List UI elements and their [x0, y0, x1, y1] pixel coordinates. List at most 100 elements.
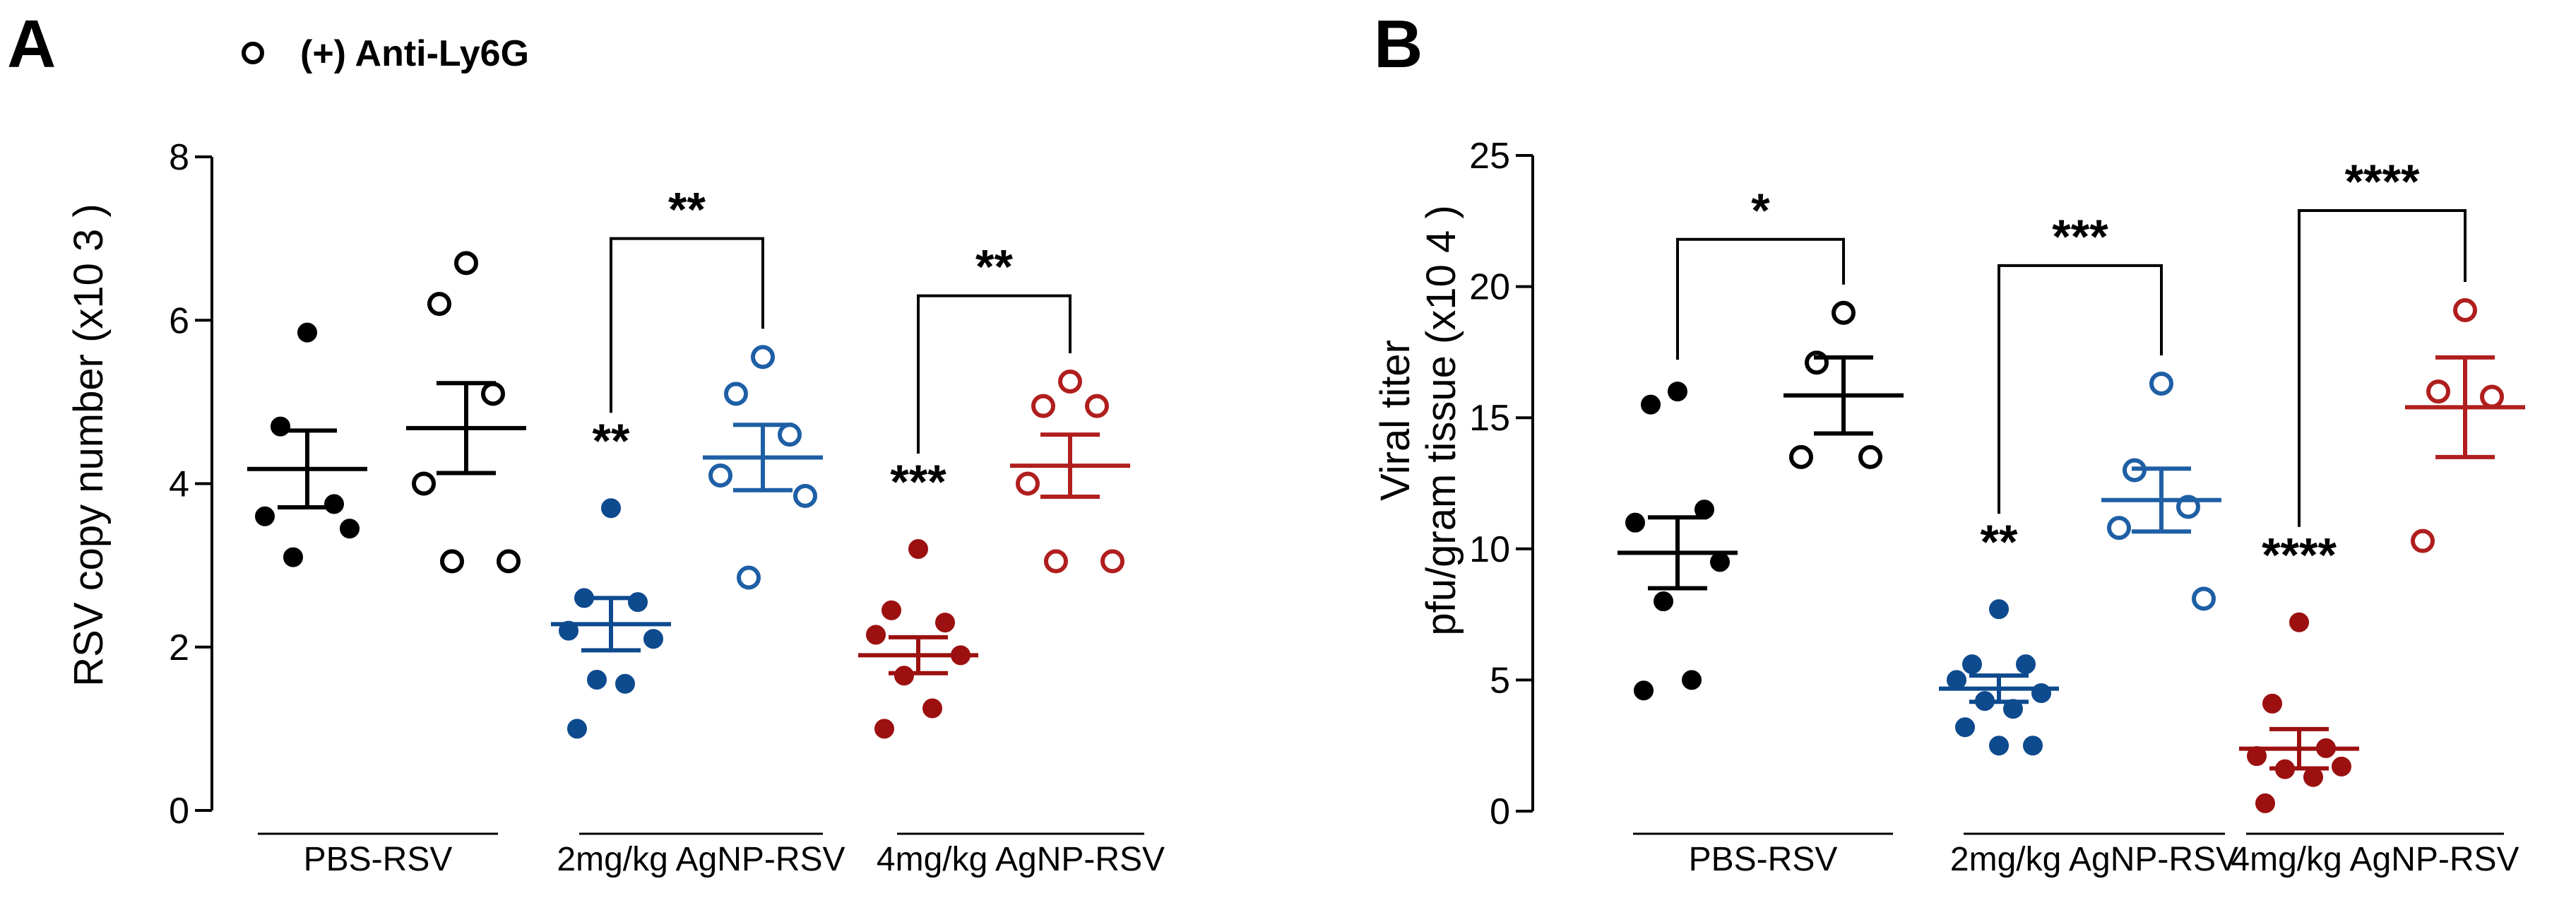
y-axis-label-b-line1: Viral titer [1372, 340, 1418, 501]
chart-a-y-tick-label: 8 [169, 137, 189, 178]
chart-b-data-point [2332, 756, 2351, 777]
legend: (+) Anti-Ly6G [242, 33, 529, 74]
chart-a-data-point [481, 382, 505, 406]
chart-b-data-point [2255, 793, 2275, 813]
chart-b-group-label: PBS-RSV [1689, 841, 1838, 878]
chart-a-data-point [283, 547, 303, 567]
chart-a-data-point [454, 251, 478, 276]
chart-a-data-point [866, 625, 886, 645]
chart-b-data-point [1947, 670, 1966, 690]
legend-open-circle-marker [242, 42, 264, 64]
chart-a-data-point [1058, 369, 1082, 394]
y-axis-label-b-line2: pfu/gram tissue (x10 4 ) [1418, 205, 1464, 635]
chart-b-significance-label: * [1751, 184, 1770, 237]
static-layer: A B (+) Anti-Ly6G RSV copy number (x10 3… [7, 6, 1464, 687]
chart-a-data-point [271, 416, 290, 437]
chart-b-data-point [2149, 371, 2173, 396]
chart-b-y-tick-label: 0 [1490, 791, 1510, 832]
legend-label: (+) Anti-Ly6G [300, 33, 529, 74]
chart-b-data-point [2303, 767, 2323, 787]
chart-b-data-point [1654, 591, 1673, 612]
chart-a-data-point [778, 423, 802, 447]
chart-b-data-point [2192, 586, 2216, 611]
chart-b-data-point [2023, 736, 2043, 756]
chart-b-y-tick-label: 15 [1469, 398, 1510, 439]
chart-a-data-point [1100, 549, 1124, 574]
chart-b-significance-label: ** [1981, 515, 2018, 569]
chart-b-data-point [2107, 516, 2131, 541]
chart-b-data-point [1668, 382, 1687, 402]
chart-a-data-point [1044, 549, 1068, 574]
chart-a-data-point [894, 666, 914, 686]
chart-a-data-point [615, 673, 635, 694]
chart-a-group-label: 4mg/kg AgNP-RSV [877, 841, 1165, 878]
chart-b-significance-bracket [2298, 208, 2467, 527]
chart-a-data-point [255, 506, 275, 526]
plot-a: 0 2 4 6 8 PBS-RSV 2mg/kg AgNP-RSV 4mg/kg AgNP-R… [169, 137, 1165, 878]
chart-a-group-label: 2mg/kg AgNP-RSV [557, 841, 845, 878]
chart-b-data-point [2262, 693, 2282, 714]
chart-b-data-point [2453, 298, 2477, 323]
chart-a-significance-label: ** [668, 183, 706, 237]
chart-b-data-point [2411, 529, 2435, 553]
chart-a-data-point [922, 698, 942, 719]
chart-a-data-point [708, 463, 732, 488]
chart-a-y-tick-label: 2 [169, 627, 189, 668]
chart-a-data-point [793, 483, 817, 508]
chart-a-data-point [724, 382, 748, 406]
chart-b-y-tick-label: 20 [1469, 267, 1510, 308]
chart-a-significance-label: *** [890, 455, 946, 509]
chart-b-data-point [1858, 444, 1882, 469]
chart-a-data-point [440, 549, 464, 574]
chart-a-significance-bracket [917, 294, 1072, 454]
chart-a-significance-label: ** [975, 240, 1013, 294]
chart-a-data-point [427, 292, 451, 317]
chart-b-data-point [1634, 680, 1654, 701]
chart-b-data-point [1962, 654, 1982, 675]
chart-a-data-point [935, 613, 955, 633]
chart-a-significance-bracket [610, 237, 764, 413]
chart-a-data-point [587, 670, 607, 690]
chart-a-data-point [1016, 471, 1040, 496]
chart-a-data-point [601, 498, 621, 519]
chart-a-data-point [737, 565, 761, 590]
chart-a-data-point [340, 519, 360, 539]
chart-b-data-point [1789, 444, 1813, 469]
chart-b-significance-bracket [1998, 264, 2163, 514]
chart-b-data-point [1832, 300, 1856, 325]
chart-a-data-point [751, 345, 775, 370]
chart-a-data-point [297, 322, 317, 343]
chart-a-data-point [412, 471, 436, 496]
chart-a-y-tick-label: 0 [169, 791, 189, 832]
chart-b-data-point [1989, 599, 2009, 620]
panel-letter-b: B [1374, 6, 1423, 82]
chart-b-data-point [2289, 612, 2309, 632]
chart-b-data-point [2426, 379, 2450, 404]
chart-a-data-point [1085, 394, 1109, 418]
chart-b-y-tick-label: 5 [1490, 660, 1510, 701]
chart-b-y-tick-label: 25 [1469, 136, 1510, 177]
chart-a-data-point [567, 719, 587, 739]
chart-b-data-point [1682, 670, 1702, 690]
chart-a-significance-label: ** [593, 414, 630, 468]
chart-b-significance-bracket [1676, 237, 1845, 360]
chart-b-group-label: 2mg/kg AgNP-RSV [1950, 841, 2238, 878]
chart-b-data-point [1989, 736, 2009, 756]
chart-a-data-point [497, 549, 521, 574]
panel-letter-a: A [7, 6, 56, 82]
chart-b-significance-label: **** [2262, 529, 2337, 582]
chart-b-data-point [1641, 394, 1661, 415]
chart-a-data-point [628, 592, 648, 613]
chart-b-data-point [2016, 654, 2036, 675]
chart-b-significance-label: *** [2052, 210, 2108, 264]
chart-a-y-tick-label: 4 [169, 464, 189, 505]
chart-b-data-point [2480, 384, 2504, 409]
chart-a-data-point [324, 494, 344, 514]
chart-a-data-point [1031, 394, 1055, 418]
y-axis-label-a: RSV copy number (x10 3 ) [66, 203, 112, 686]
chart-a-data-point [908, 539, 928, 559]
chart-b-group-label: 4mg/kg AgNP-RSV [2231, 841, 2519, 878]
chart-b-data-point [1710, 552, 1730, 572]
